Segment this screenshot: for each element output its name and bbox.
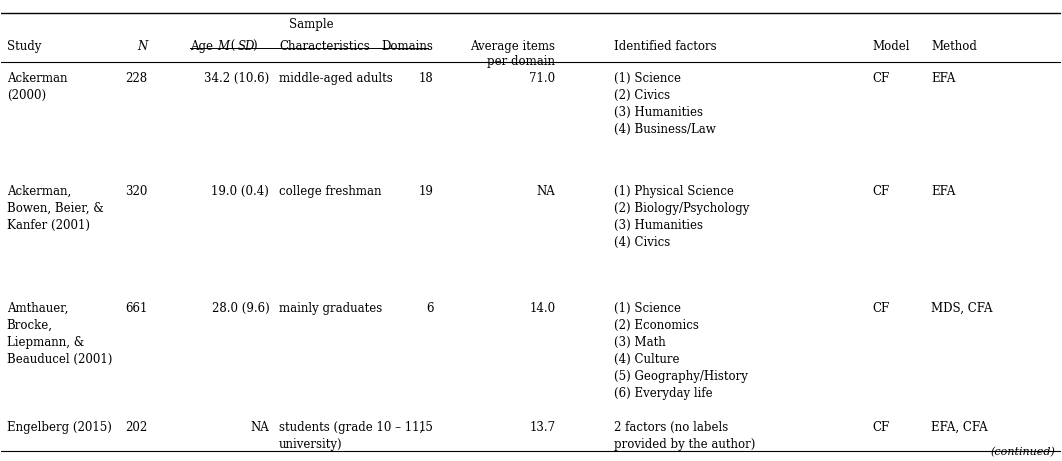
Text: Study: Study <box>6 41 41 53</box>
Text: Sample: Sample <box>290 18 335 31</box>
Text: (1) Science
(2) Civics
(3) Humanities
(4) Business/Law: (1) Science (2) Civics (3) Humanities (4… <box>614 72 716 136</box>
Text: (: ( <box>227 41 236 53</box>
Text: mainly graduates: mainly graduates <box>279 301 382 314</box>
Text: Age: Age <box>190 41 217 53</box>
Text: Domains: Domains <box>381 41 433 53</box>
Text: Ackerman
(2000): Ackerman (2000) <box>6 72 67 102</box>
Text: 228: 228 <box>125 72 148 85</box>
Text: 320: 320 <box>125 185 148 198</box>
Text: students (grade 10 – 11,
university): students (grade 10 – 11, university) <box>279 420 423 451</box>
Text: Characteristics: Characteristics <box>279 41 370 53</box>
Text: MDS, CFA: MDS, CFA <box>931 301 993 314</box>
Text: 19.0 (0.4): 19.0 (0.4) <box>211 185 270 198</box>
Text: 28.0 (9.6): 28.0 (9.6) <box>211 301 270 314</box>
Text: Amthauer,
Brocke,
Liepmann, &
Beauducel (2001): Amthauer, Brocke, Liepmann, & Beauducel … <box>6 301 113 366</box>
Text: Model: Model <box>872 41 909 53</box>
Text: 14.0: 14.0 <box>529 301 555 314</box>
Text: 13.7: 13.7 <box>529 420 555 434</box>
Text: 71.0: 71.0 <box>529 72 555 85</box>
Text: college freshman: college freshman <box>279 185 381 198</box>
Text: (1) Science
(2) Economics
(3) Math
(4) Culture
(5) Geography/History
(6) Everyda: (1) Science (2) Economics (3) Math (4) C… <box>614 301 748 400</box>
Text: N: N <box>137 41 148 53</box>
Text: (continued): (continued) <box>991 447 1056 457</box>
Text: NA: NA <box>536 185 555 198</box>
Text: 6: 6 <box>426 301 433 314</box>
Text: middle-aged adults: middle-aged adults <box>279 72 393 85</box>
Text: 15: 15 <box>418 420 433 434</box>
Text: CF: CF <box>872 185 889 198</box>
Text: CF: CF <box>872 420 889 434</box>
Text: 19: 19 <box>418 185 433 198</box>
Text: (1) Physical Science
(2) Biology/Psychology
(3) Humanities
(4) Civics: (1) Physical Science (2) Biology/Psychol… <box>614 185 749 248</box>
Text: Engelberg (2015): Engelberg (2015) <box>6 420 112 434</box>
Text: ): ) <box>253 41 257 53</box>
Text: Method: Method <box>931 41 977 53</box>
Text: 18: 18 <box>418 72 433 85</box>
Text: Ackerman,
Bowen, Beier, &
Kanfer (2001): Ackerman, Bowen, Beier, & Kanfer (2001) <box>6 185 103 232</box>
Text: 34.2 (10.6): 34.2 (10.6) <box>204 72 270 85</box>
Text: M: M <box>218 41 229 53</box>
Text: 2 factors (no labels
provided by the author): 2 factors (no labels provided by the aut… <box>614 420 755 451</box>
Text: Identified factors: Identified factors <box>614 41 716 53</box>
Text: CF: CF <box>872 72 889 85</box>
Text: Average items
per domain: Average items per domain <box>470 41 555 68</box>
Text: CF: CF <box>872 301 889 314</box>
Text: EFA: EFA <box>931 72 956 85</box>
Text: 202: 202 <box>125 420 148 434</box>
Text: EFA, CFA: EFA, CFA <box>931 420 988 434</box>
Text: SD: SD <box>238 41 255 53</box>
Text: EFA: EFA <box>931 185 956 198</box>
Text: 661: 661 <box>125 301 148 314</box>
Text: NA: NA <box>251 420 270 434</box>
